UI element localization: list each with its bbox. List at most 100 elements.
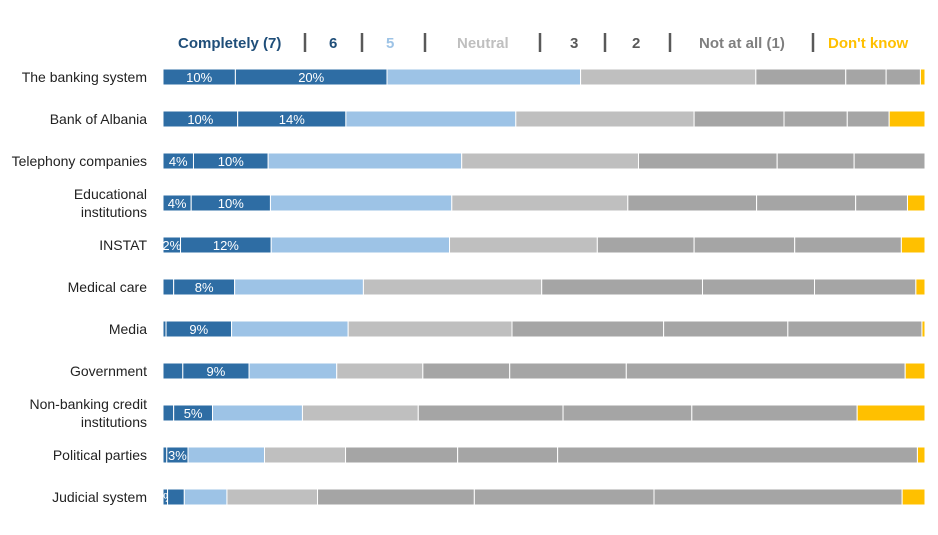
bar-segment bbox=[451, 194, 629, 212]
bar-segment bbox=[855, 194, 908, 212]
bar-segment bbox=[317, 488, 475, 506]
bar-segment bbox=[301, 404, 419, 422]
bar-segment bbox=[904, 362, 926, 380]
bar-segment bbox=[162, 362, 184, 380]
bar-segment bbox=[347, 320, 513, 338]
bar-segment bbox=[345, 110, 517, 128]
bar-segment bbox=[362, 278, 543, 296]
bar-segment bbox=[162, 446, 168, 464]
bar-segment bbox=[269, 194, 453, 212]
bar-segment bbox=[915, 278, 926, 296]
category-label: Judicial system bbox=[52, 489, 147, 505]
legend-item: Completely (7) bbox=[178, 35, 281, 52]
bar-segment bbox=[461, 152, 639, 170]
bar-segment bbox=[386, 68, 582, 86]
bar-segment bbox=[336, 362, 424, 380]
category-labels: The banking system Bank of Albania Telepho… bbox=[12, 69, 148, 505]
bar-segment bbox=[853, 152, 926, 170]
bar-segment bbox=[919, 68, 926, 86]
bar-segment bbox=[693, 236, 796, 254]
bar-segment bbox=[846, 110, 890, 128]
bar-segment bbox=[900, 236, 926, 254]
bar-segment bbox=[901, 488, 926, 506]
bar-segment bbox=[187, 446, 265, 464]
bar-segment bbox=[888, 110, 926, 128]
data-label: 9% bbox=[189, 322, 208, 337]
bar-segment bbox=[212, 404, 303, 422]
category-label: Bank of Albania bbox=[50, 111, 148, 127]
data-label: 9% bbox=[207, 364, 226, 379]
bar-segment bbox=[653, 488, 903, 506]
bar-segment bbox=[345, 446, 459, 464]
bar-segment bbox=[167, 488, 185, 506]
data-label: 20% bbox=[298, 70, 324, 85]
category-label: INSTAT bbox=[99, 237, 147, 253]
bar-segment bbox=[580, 68, 757, 86]
bar-segment bbox=[794, 236, 902, 254]
bar-segment bbox=[417, 404, 564, 422]
bar-segment bbox=[755, 68, 847, 86]
bar-segment bbox=[264, 446, 347, 464]
data-label: 4% bbox=[168, 196, 187, 211]
data-label: 10% bbox=[187, 112, 213, 127]
bar-segment bbox=[511, 320, 665, 338]
data-label: 2% bbox=[162, 238, 181, 253]
data-label: 12% bbox=[213, 238, 239, 253]
bar-segment bbox=[509, 362, 627, 380]
bar-segment bbox=[457, 446, 559, 464]
category-label: Telephony companies bbox=[12, 153, 147, 169]
category-label: Government bbox=[70, 363, 147, 379]
bar-segment bbox=[267, 152, 463, 170]
bar-segment bbox=[270, 236, 451, 254]
chart-legend: Completely (7) 6 5 Neutral 3 2 Not at all (1) D… bbox=[178, 33, 909, 52]
bar-segment bbox=[473, 488, 655, 506]
bar-segment bbox=[234, 278, 364, 296]
bar-segment bbox=[596, 236, 695, 254]
data-label: 5% bbox=[184, 406, 203, 421]
bar-segment bbox=[422, 362, 511, 380]
category-label: Media bbox=[109, 321, 147, 337]
bar-segment bbox=[783, 110, 848, 128]
category-label: Educational institutions bbox=[74, 186, 147, 220]
category-label: The banking system bbox=[22, 69, 147, 85]
bar-segment bbox=[787, 320, 923, 338]
data-label: 8% bbox=[195, 280, 214, 295]
bar-segment bbox=[885, 68, 921, 86]
legend-item: 3 bbox=[570, 35, 578, 52]
bar-segment bbox=[856, 404, 926, 422]
bar-segment bbox=[625, 362, 906, 380]
bar-segment bbox=[162, 404, 175, 422]
bar-segment bbox=[906, 194, 926, 212]
legend-item: 5 bbox=[386, 35, 394, 52]
data-label: 14% bbox=[279, 112, 305, 127]
data-label: 10% bbox=[218, 196, 244, 211]
legend-item: Don't know bbox=[828, 35, 909, 52]
category-label: Non-banking credit institutions bbox=[29, 396, 147, 430]
data-label: 3% bbox=[168, 448, 187, 463]
category-label: Political parties bbox=[53, 447, 147, 463]
bar-segment bbox=[663, 320, 789, 338]
bar-segment bbox=[183, 488, 228, 506]
bar-segment bbox=[756, 194, 857, 212]
bar-segment bbox=[637, 152, 778, 170]
bar-segment bbox=[814, 278, 917, 296]
bar-segment bbox=[557, 446, 918, 464]
data-label: 10% bbox=[186, 70, 212, 85]
category-label: Medical care bbox=[68, 279, 148, 295]
legend-item: Not at all (1) bbox=[699, 35, 785, 52]
legend-item: Neutral bbox=[457, 35, 509, 52]
bar-segment bbox=[248, 362, 338, 380]
bar-segment bbox=[449, 236, 598, 254]
bar-segment bbox=[845, 68, 887, 86]
bar-segment bbox=[921, 320, 926, 338]
bar-segment bbox=[691, 404, 858, 422]
chart-bars: 10% 20%10% 14%4% 10%4% 10%2% 12%8%9%9%5%3%2% bbox=[156, 68, 926, 506]
bar-segment bbox=[776, 152, 855, 170]
legend-item: 6 bbox=[329, 35, 337, 52]
bar-segment bbox=[693, 110, 785, 128]
data-label: 10% bbox=[218, 154, 244, 169]
bar-segment bbox=[702, 278, 816, 296]
bar-segment bbox=[541, 278, 703, 296]
bar-segment bbox=[162, 278, 175, 296]
